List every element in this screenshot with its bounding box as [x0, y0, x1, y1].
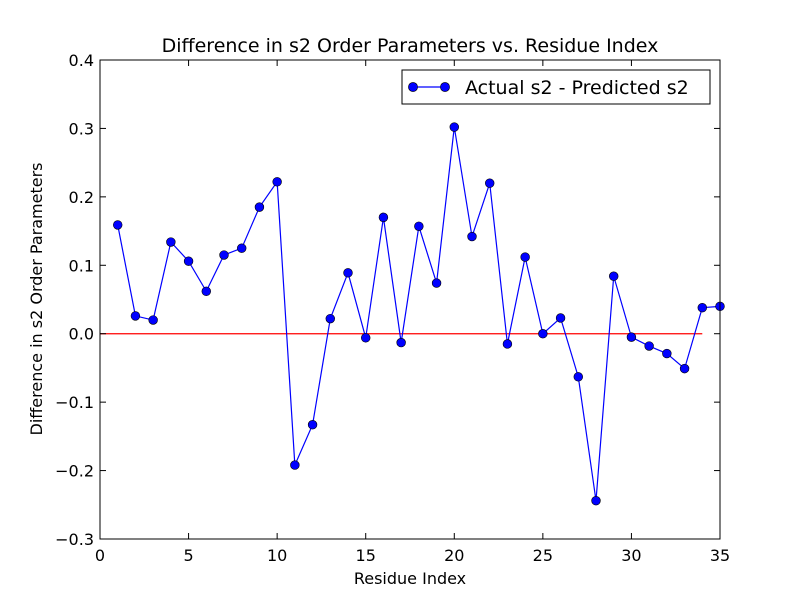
x-tick-label: 15: [356, 546, 376, 565]
data-point: [697, 303, 707, 313]
legend-marker-end: [440, 82, 450, 92]
data-point: [201, 286, 211, 296]
y-tick-label: 0.1: [69, 256, 94, 275]
data-point: [609, 271, 619, 281]
y-tick-label: −0.1: [55, 393, 94, 412]
data-point: [307, 420, 318, 430]
x-tick-label: 30: [621, 546, 641, 565]
data-point: [166, 237, 176, 247]
legend-box: [401, 69, 711, 105]
plot-frame: [99, 59, 721, 540]
data-point: [343, 268, 353, 278]
x-tick-label: 0: [95, 546, 105, 565]
x-tick-label: 35: [710, 546, 730, 565]
ticks-layer: 0 5 10 15 20 25 30 35 −0.3 −0.2 −0.1 0.0 0.1 0.2 0.3 0.…: [55, 51, 730, 565]
series-line: [117, 126, 721, 501]
data-point: [449, 122, 459, 132]
y-tick-label: 0.3: [69, 119, 94, 138]
data-point: [626, 332, 637, 342]
x-tick-label: 10: [267, 546, 287, 565]
data-point: [555, 313, 566, 323]
x-tick-label: 20: [444, 546, 464, 565]
data-point: [431, 278, 442, 288]
data-point: [520, 252, 530, 262]
data-point: [325, 313, 335, 324]
x-tick-label: 5: [183, 546, 193, 565]
y-axis-label: Difference in s2 Order Parameters: [27, 163, 46, 436]
data-point: [237, 243, 247, 253]
data-point: [662, 348, 672, 359]
data-point: [679, 363, 690, 374]
y-tick-label: −0.2: [55, 462, 94, 481]
data-point: [644, 341, 654, 351]
x-axis-label: Residue Index: [354, 569, 466, 588]
data-point: [361, 333, 371, 343]
legend-entry: Actual s2 - Predicted s2: [465, 77, 689, 99]
data-point: [591, 495, 601, 506]
data-point: [148, 315, 158, 325]
data-point: [538, 329, 548, 339]
data-point: [378, 212, 389, 223]
data-point: [573, 372, 583, 382]
data-point: [113, 220, 123, 230]
y-tick-label: 0.0: [69, 325, 94, 344]
y-tick-label: 0.2: [69, 188, 94, 207]
data-point: [467, 231, 477, 242]
data-point: [502, 339, 513, 349]
data-point: [485, 178, 495, 188]
data-point: [254, 202, 265, 212]
y-tick-label: 0.4: [69, 51, 94, 70]
data-point: [272, 177, 282, 187]
series-layer: [113, 122, 725, 506]
legend: Actual s2 - Predicted s2: [401, 69, 711, 105]
data-point: [414, 221, 424, 231]
y-tick-label: −0.3: [55, 530, 94, 549]
chart-title: Difference in s2 Order Parameters vs. Re…: [162, 35, 659, 57]
data-point: [290, 460, 300, 470]
data-point: [219, 250, 229, 260]
x-tick-label: 25: [533, 546, 553, 565]
legend-marker-start: [408, 82, 418, 92]
data-point: [130, 311, 141, 321]
data-point: [396, 337, 406, 348]
data-point: [183, 256, 194, 266]
